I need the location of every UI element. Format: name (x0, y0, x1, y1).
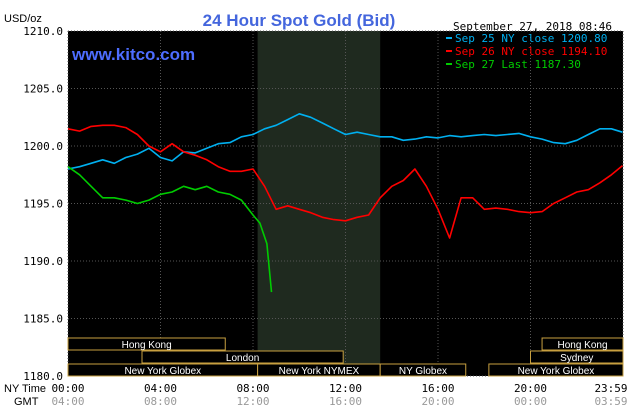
y-tick-label: 1185.0 (23, 313, 63, 326)
market-session-bar (67, 337, 226, 351)
timestamp: September 27, 2018 08:46 (453, 20, 612, 33)
legend-entry: Sep 27 Last 1187.30 (455, 58, 581, 71)
legend-entry: Sep 25 NY close 1200.80 (455, 32, 607, 45)
x-tick-label-gmt: 04:00 (51, 395, 84, 408)
x-tick-label-gmt: 03:59 (594, 395, 627, 408)
market-session-bar (541, 337, 624, 351)
unit-label: USD/oz (4, 13, 42, 25)
x-tick-label-gmt: 20:00 (421, 395, 454, 408)
y-tick-label: 1190.0 (23, 255, 63, 268)
x-tick-label-gmt: 12:00 (236, 395, 269, 408)
y-tick-label: 1200.0 (23, 140, 63, 153)
price-series-lines (67, 113, 624, 293)
y-tick-label: 1180.0 (23, 370, 63, 383)
x-tick-label-gmt: 08:00 (144, 395, 177, 408)
market-session-bar (141, 350, 344, 364)
x-tick-label-gmt: 00:00 (514, 395, 547, 408)
market-session-bar (379, 363, 467, 377)
x-tick-label-ny: 16:00 (421, 382, 454, 395)
market-session-label: NY Globex (399, 366, 447, 377)
market-session-label: Sydney (560, 353, 593, 364)
x-tick-label-ny: 00:00 (51, 382, 84, 395)
y-tick-label: 1195.0 (23, 198, 63, 211)
nymex-session-shading (257, 31, 381, 376)
market-session-bar (530, 350, 624, 364)
y-tick-label: 1210.0 (23, 25, 63, 38)
market-session-bars: Hong Kong Hong Kong London Sydney New York G… (67, 337, 624, 377)
series-line (67, 124, 624, 239)
x-tick-label-ny: 04:00 (144, 382, 177, 395)
market-session-label: Hong Kong (558, 340, 608, 351)
x-tick-label-gmt: 16:00 (329, 395, 362, 408)
x-axis-tick-labels: 00:0004:0004:0008:0008:0012:0012:0016:00… (51, 382, 627, 408)
chart-title: 24 Hour Spot Gold (Bid) (203, 11, 396, 30)
y-axis-tick-labels: 1210.0 1205.0 1200.0 1195.0 1190.0 1185.0 1180… (23, 25, 63, 383)
x-tick-label-ny: 12:00 (329, 382, 362, 395)
x-tick-label-ny: 20:00 (514, 382, 547, 395)
legend-entry: Sep 26 NY close 1194.10 (455, 45, 607, 58)
watermark: www.kitco.com (71, 45, 195, 64)
series-line (67, 166, 273, 293)
x-tick-label-ny: 23:59 (594, 382, 627, 395)
x-row-label-ny: NY Time (4, 383, 46, 395)
y-tick-label: 1205.0 (23, 83, 63, 96)
market-session-label: New York Globex (124, 366, 201, 377)
market-session-label: Hong Kong (122, 340, 172, 351)
market-session-label: New York Globex (518, 366, 595, 377)
x-row-label-gmt: GMT (14, 396, 39, 408)
series-line (67, 113, 623, 170)
market-session-bar (488, 363, 624, 377)
x-tick-label-ny: 08:00 (236, 382, 269, 395)
gridlines (67, 30, 624, 377)
market-session-label: New York NYMEX (279, 366, 360, 377)
market-session-label: London (226, 353, 259, 364)
